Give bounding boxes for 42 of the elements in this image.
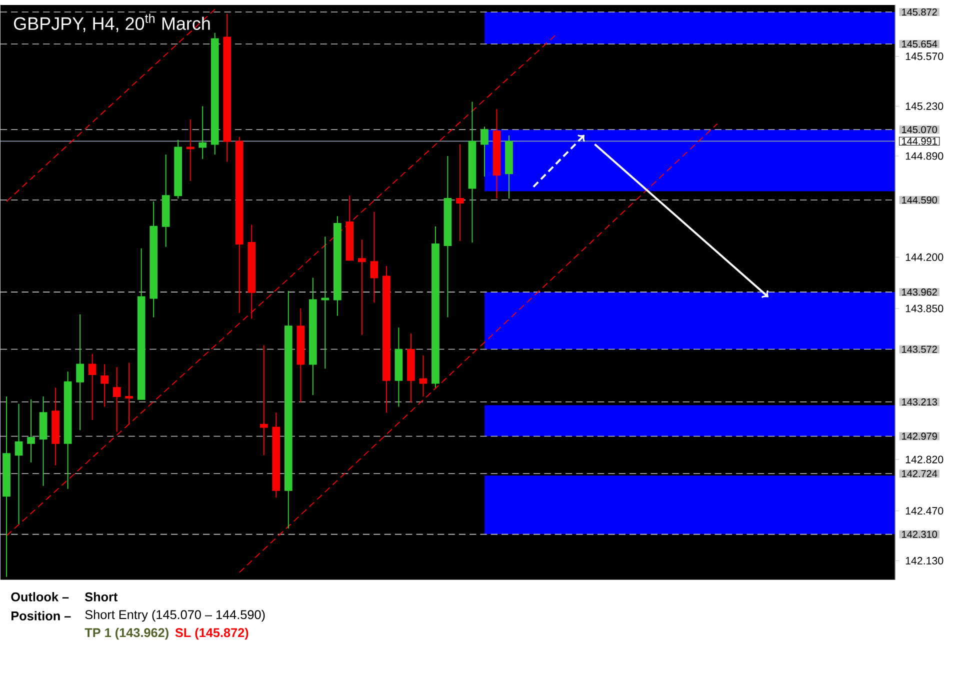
candlestick <box>419 355 428 398</box>
candlestick <box>112 366 121 432</box>
candlestick <box>14 403 23 525</box>
candlestick <box>358 239 366 336</box>
chart-title: GBPJPY, H4, 20$^{th}$ March <box>14 14 210 32</box>
text: Position – <box>12 611 71 621</box>
y-tick-label: 145.570 <box>906 52 944 60</box>
ref-line-label: 142.979 <box>902 432 937 440</box>
candlestick <box>76 314 84 431</box>
text: Short Entry (145.070 – 144.590) <box>85 610 265 622</box>
text: Outlook – <box>11 592 69 602</box>
ref-line-label: 142.724 <box>902 470 938 478</box>
ref-line-label: 143.962 <box>902 288 937 296</box>
y-tick-label: 144.890 <box>906 152 944 160</box>
text: TP 1 (143.962) <box>84 628 168 640</box>
candlestick <box>198 106 207 160</box>
candlestick <box>27 399 35 464</box>
candlestick <box>186 119 194 182</box>
ref-line-label: 143.572 <box>902 346 937 353</box>
ref-line-label: 142.310 <box>902 530 938 538</box>
ref-line-label: 143.213 <box>902 398 937 406</box>
y-tick-label: 145.230 <box>906 102 944 110</box>
candlestick <box>125 362 134 425</box>
candlestick <box>456 144 464 242</box>
y-tick-label: 142.130 <box>906 557 944 565</box>
candlestick <box>321 236 330 370</box>
candlestick <box>88 354 96 421</box>
candlestick <box>370 211 378 304</box>
ref-line-label: 144.590 <box>902 196 938 204</box>
ref-line-label: 145.070 <box>902 126 938 134</box>
candlestick <box>100 364 108 408</box>
candlestick <box>260 344 268 456</box>
text: SL (145.872) <box>175 628 248 640</box>
y-tick-label: 143.850 <box>906 304 944 312</box>
ref-line-label: 145.872 <box>902 8 937 16</box>
text: Short <box>84 592 118 602</box>
ref-line-label: 145.654 <box>902 40 938 48</box>
y-tick-label: 142.820 <box>906 456 944 464</box>
candlestick <box>480 126 488 178</box>
ref-line-label: 144.991 <box>902 138 937 145</box>
y-tick-label: 144.200 <box>906 254 944 262</box>
y-tick-label: 142.470 <box>906 507 944 515</box>
